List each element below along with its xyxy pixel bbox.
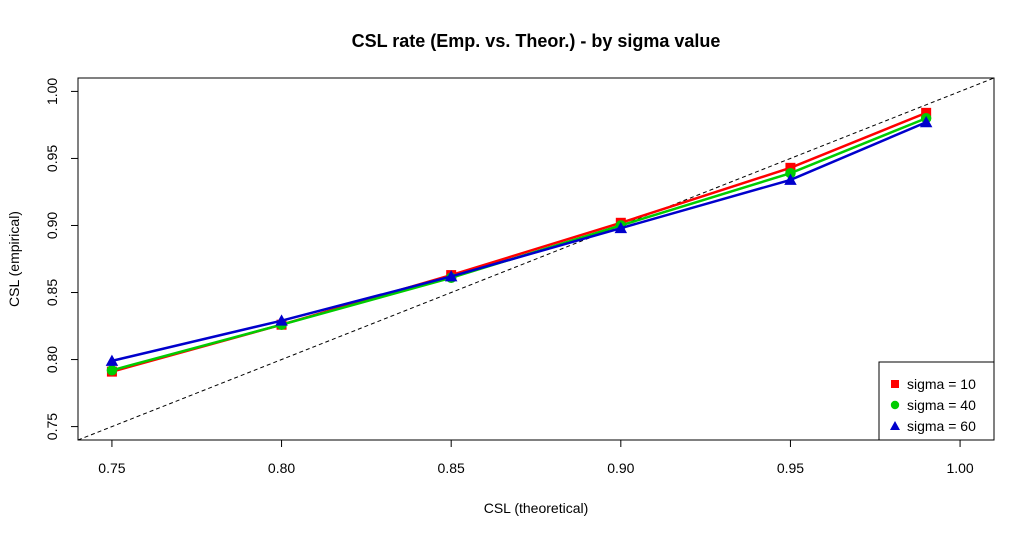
chart-title: CSL rate (Emp. vs. Theor.) - by sigma va…: [352, 31, 721, 51]
y-axis-label: CSL (empirical): [6, 211, 22, 307]
legend-entry: sigma = 10: [907, 376, 976, 392]
y-tick-label: 0.75: [44, 413, 60, 440]
series-point: [105, 354, 119, 366]
x-tick-label: 0.95: [777, 460, 804, 476]
series-point: [444, 270, 458, 282]
series-2: [106, 112, 932, 376]
y-tick-label: 0.90: [44, 212, 60, 239]
legend: sigma = 10 sigma = 40 sigma = 60: [878, 361, 995, 441]
y-axis: 0.75 0.80 0.85 0.90 0.95 1.00: [44, 78, 78, 440]
series-point: [614, 221, 628, 234]
x-tick-label: 0.85: [438, 460, 465, 476]
series-line: [111, 121, 927, 363]
legend-marker: [891, 380, 899, 388]
y-tick-label: 0.95: [44, 145, 60, 172]
x-tick-label: 0.75: [98, 460, 125, 476]
legend-marker: [890, 400, 900, 410]
x-axis-label: CSL (theoretical): [484, 500, 589, 516]
legend-entry: sigma = 60: [907, 418, 976, 434]
y-tick-label: 0.80: [44, 346, 60, 373]
series-point: [275, 314, 288, 326]
series-point: [785, 162, 796, 173]
x-tick-label: 0.90: [607, 460, 634, 476]
y-tick-label: 0.85: [44, 279, 60, 306]
series-point: [784, 173, 797, 185]
x-tick-label: 0.80: [268, 460, 295, 476]
legend-entry: sigma = 40: [907, 397, 976, 413]
series-3: [105, 115, 933, 366]
legend-marker: [890, 421, 900, 430]
x-axis: 0.75 0.80 0.85 0.90 0.95 1.00: [98, 440, 974, 476]
plot-area-frame: [77, 77, 995, 441]
series-point: [921, 107, 932, 118]
y-tick-label: 1.00: [44, 78, 60, 105]
identity-reference-line: [77, 77, 995, 441]
series-1: [106, 107, 932, 377]
series-point: [785, 167, 796, 179]
series-layer: [105, 107, 933, 377]
x-tick-label: 1.00: [946, 460, 973, 476]
series-point: [106, 365, 118, 376]
series-point: [919, 115, 933, 128]
